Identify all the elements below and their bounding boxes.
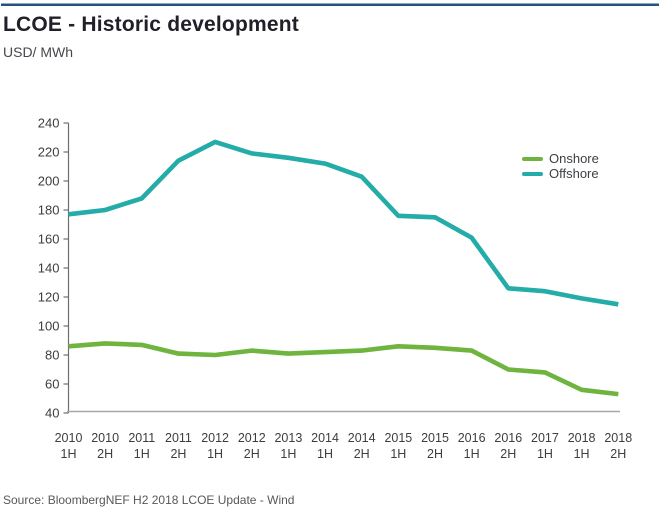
y-tick-label: 220 <box>38 145 60 160</box>
x-tick-label-year: 2015 <box>384 431 412 445</box>
y-tick-label: 40 <box>45 406 59 421</box>
x-tick-label-half: 2H <box>244 447 260 461</box>
x-tick-label-half: 2H <box>500 447 516 461</box>
x-tick-label-year: 2015 <box>421 431 449 445</box>
y-tick-label: 80 <box>45 348 59 363</box>
x-tick-label-year: 2011 <box>165 431 192 445</box>
legend-label-offshore: Offshore <box>549 166 599 181</box>
x-tick-label-half: 1H <box>537 447 553 461</box>
x-tick-label-half: 1H <box>464 447 480 461</box>
x-tick-label-year: 2017 <box>531 431 559 445</box>
y-tick-label: 60 <box>45 377 59 392</box>
x-tick-label-year: 2014 <box>348 431 376 445</box>
chart-legend: Onshore Offshore <box>522 151 599 181</box>
legend-item-offshore: Offshore <box>522 166 599 181</box>
page-title: LCOE - Historic development <box>3 13 299 36</box>
x-tick-label-year: 2010 <box>55 431 83 445</box>
x-tick-label-half: 1H <box>390 447 406 461</box>
offshore-line <box>68 139 619 307</box>
y-tick-label: 180 <box>38 203 60 218</box>
x-tick-label-year: 2013 <box>274 431 302 445</box>
y-tick-label: 120 <box>38 290 60 305</box>
legend-label-onshore: Onshore <box>549 151 599 166</box>
x-tick-label-half: 1H <box>207 447 223 461</box>
x-tick-label-year: 2016 <box>458 431 486 445</box>
x-tick-label-half: 2H <box>97 447 113 461</box>
x-tick-label-half: 2H <box>610 447 626 461</box>
legend-item-onshore: Onshore <box>522 151 599 166</box>
y-axis-unit-label: USD/ MWh <box>3 44 73 60</box>
y-tick-label: 160 <box>38 232 60 247</box>
offshore-line-swatch <box>522 171 543 176</box>
x-tick-label-year: 2012 <box>238 431 266 445</box>
x-tick-label-half: 1H <box>280 447 296 461</box>
x-tick-label-year: 2014 <box>311 431 339 445</box>
y-tick-label: 140 <box>38 261 60 276</box>
x-tick-label-half: 1H <box>134 447 150 461</box>
x-tick-label-half: 1H <box>61 447 77 461</box>
source-note: Source: BloombergNEF H2 2018 LCOE Update… <box>3 493 295 507</box>
x-tick-label-half: 1H <box>317 447 333 461</box>
x-tick-label-year: 2012 <box>201 431 229 445</box>
x-tick-label-half: 2H <box>354 447 370 461</box>
x-tick-label-year: 2016 <box>494 431 522 445</box>
y-tick-label: 240 <box>38 116 60 131</box>
y-tick-label: 100 <box>38 319 60 334</box>
onshore-line <box>68 341 619 397</box>
x-tick-label-year: 2010 <box>91 431 119 445</box>
onshore-line-swatch <box>522 156 543 161</box>
x-tick-label-year: 2011 <box>128 431 155 445</box>
top-divider <box>1 3 659 6</box>
x-tick-label-half: 2H <box>427 447 443 461</box>
y-tick-label: 200 <box>38 174 60 189</box>
x-tick-label-half: 2H <box>170 447 186 461</box>
x-tick-label-half: 1H <box>574 447 590 461</box>
x-tick-label-year: 2018 <box>568 431 596 445</box>
x-tick-label-year: 2018 <box>604 431 632 445</box>
